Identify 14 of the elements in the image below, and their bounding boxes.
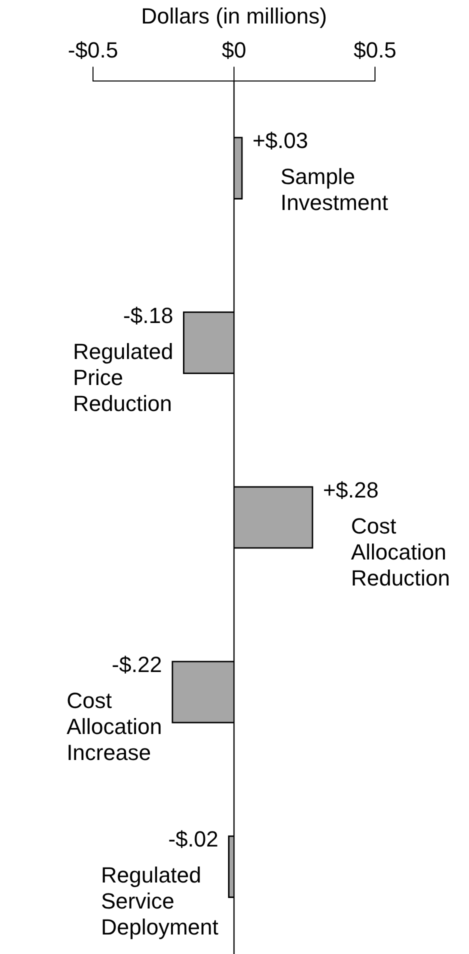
y-tick-label: Cost Allocation Increase xyxy=(66,688,162,766)
x-tick-label: -$0.5 xyxy=(68,38,118,63)
data-label: -$.18 xyxy=(123,302,174,328)
y-tick-label: Regulated Service Deployment xyxy=(100,862,218,940)
data-label: +$.28 xyxy=(322,477,379,502)
y-tick-label: Sample Investment xyxy=(280,164,388,216)
x-tick-label: $0.5 xyxy=(354,38,396,63)
data-label: -$.02 xyxy=(168,826,218,852)
x-tick-label: $0 xyxy=(222,38,246,63)
y-tick-label: Cost Allocation Reduction xyxy=(350,513,450,590)
data-label: -$.22 xyxy=(112,652,162,678)
y-tick-label: Regulated Price Reduction xyxy=(72,338,174,416)
data-label: +$.03 xyxy=(252,128,308,154)
x-axis-title: Dollars (in millions) xyxy=(141,3,327,28)
